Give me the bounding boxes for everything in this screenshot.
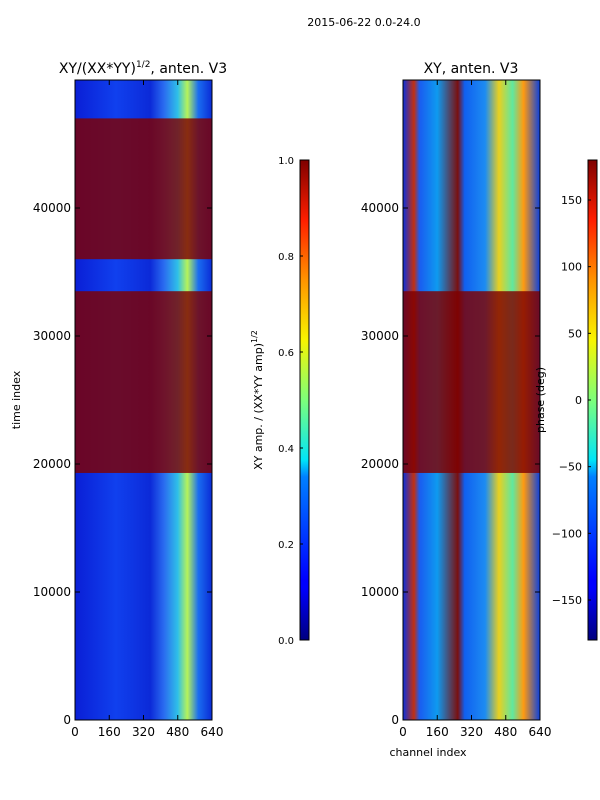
phase-x-tick-label: 160 [426,725,449,739]
amplitude-x-tick-label: 320 [132,725,155,739]
phase-y-tick-label: 30000 [361,329,399,343]
figure-suptitle: 2015-06-22 0.0-24.0 [307,16,420,29]
phase-colorbar-ticks: −150 −100 −50 0 50 100 150 [552,194,591,607]
amplitude-colorbar-tick-label: 1.0 [278,156,294,167]
amplitude-x-tick-label: 160 [98,725,121,739]
phase-colorbar-tick-label: 150 [561,194,582,207]
amplitude-flagged-band [75,291,212,473]
phase-colorbar-tick-label: −150 [552,594,582,607]
phase-y-ticks: 0 10000 20000 30000 40000 [361,201,540,727]
amplitude-panel: XY/(XX*YY)1/2, anten. V3 0 160 320 480 640 0… [10,60,227,739]
phase-colorbar-tick-label: −100 [552,527,582,540]
amplitude-x-tick-label: 480 [166,725,189,739]
amplitude-colorbar-ticks: 0.0 0.2 0.4 0.6 0.8 1.0 [278,156,303,647]
phase-x-tick-label: 0 [399,725,407,739]
phase-x-tick-label: 640 [529,725,552,739]
phase-x-ticks: 0 160 320 480 640 [399,80,551,739]
phase-x-tick-label: 320 [460,725,483,739]
amplitude-y-ticks: 0 10000 20000 30000 40000 [33,201,212,727]
amplitude-x-ticks: 0 160 320 480 640 [71,80,223,739]
phase-heatmap [403,80,540,720]
amplitude-y-tick-label: 30000 [33,329,71,343]
phase-y-tick-label: 20000 [361,457,399,471]
amplitude-y-tick-label: 40000 [33,201,71,215]
phase-y-tick-label: 0 [391,713,399,727]
amplitude-title-suffix: , anten. V3 [150,61,227,77]
phase-colorbar-tick-label: 50 [568,327,582,340]
amplitude-colorbar-label-exponent: 1/2 [250,330,259,343]
amplitude-colorbar-tick-label: 0.0 [278,636,294,647]
phase-colorbar-tick-label: 100 [561,261,582,274]
amplitude-heatmap [75,80,212,720]
phase-colorbar-tick-label: 0 [575,394,582,407]
amplitude-y-tick-label: 10000 [33,585,71,599]
phase-panel-title: XY, anten. V3 [424,61,519,77]
phase-y-tick-label: 40000 [361,201,399,215]
phase-flagged-band [403,291,540,473]
time-index-label: time index [10,370,23,429]
amplitude-colorbar: 0.0 0.2 0.4 0.6 0.8 1.0 XY amp. / (XX*YY amp)… [250,156,310,647]
amplitude-colorbar-tick-label: 0.4 [278,444,294,455]
amplitude-y-tick-label: 20000 [33,457,71,471]
phase-y-tick-label: 10000 [361,585,399,599]
amplitude-colorbar-label: XY amp. / (XX*YY amp)1/2 [250,330,265,470]
amplitude-title-exponent: 1/2 [136,60,150,70]
amplitude-x-tick-label: 0 [71,725,79,739]
amplitude-colorbar-tick-label: 0.2 [278,540,294,551]
phase-flagged-rows [403,291,540,473]
amplitude-colorbar-strip [299,159,310,641]
amplitude-flagged-band [75,118,212,260]
amplitude-colorbar-label-prefix: XY amp. / (XX*YY amp) [252,343,265,470]
amplitude-colorbar-tick-label: 0.8 [278,252,294,263]
amplitude-y-tick-label: 0 [63,713,71,727]
phase-panel: XY, anten. V3 0 160 320 480 640 0 10000 20000 3… [361,61,552,759]
phase-colorbar: −150 −100 −50 0 50 100 150 phase (deg) [534,159,598,641]
amplitude-colorbar-tick-label: 0.6 [278,348,294,359]
amplitude-title-prefix: XY/(XX*YY) [59,61,136,77]
phase-x-tick-label: 480 [494,725,517,739]
amplitude-panel-title: XY/(XX*YY)1/2, anten. V3 [59,60,227,77]
amplitude-flagged-rows [75,118,212,473]
phase-colorbar-label: phase (deg) [534,367,547,433]
channel-index-label: channel index [389,746,467,759]
phase-colorbar-tick-label: −50 [559,461,582,474]
amplitude-x-tick-label: 640 [201,725,224,739]
